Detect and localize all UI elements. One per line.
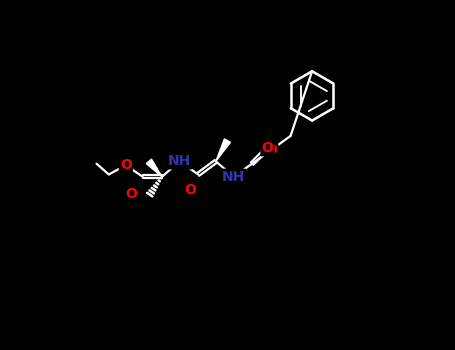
Text: O: O [120,158,131,172]
Text: NH: NH [222,170,245,184]
Text: O: O [125,188,137,202]
Text: NH: NH [168,154,191,168]
Polygon shape [146,159,162,177]
Text: O: O [265,143,277,157]
Text: O: O [262,141,273,155]
Polygon shape [216,139,230,161]
Text: O: O [185,183,197,197]
